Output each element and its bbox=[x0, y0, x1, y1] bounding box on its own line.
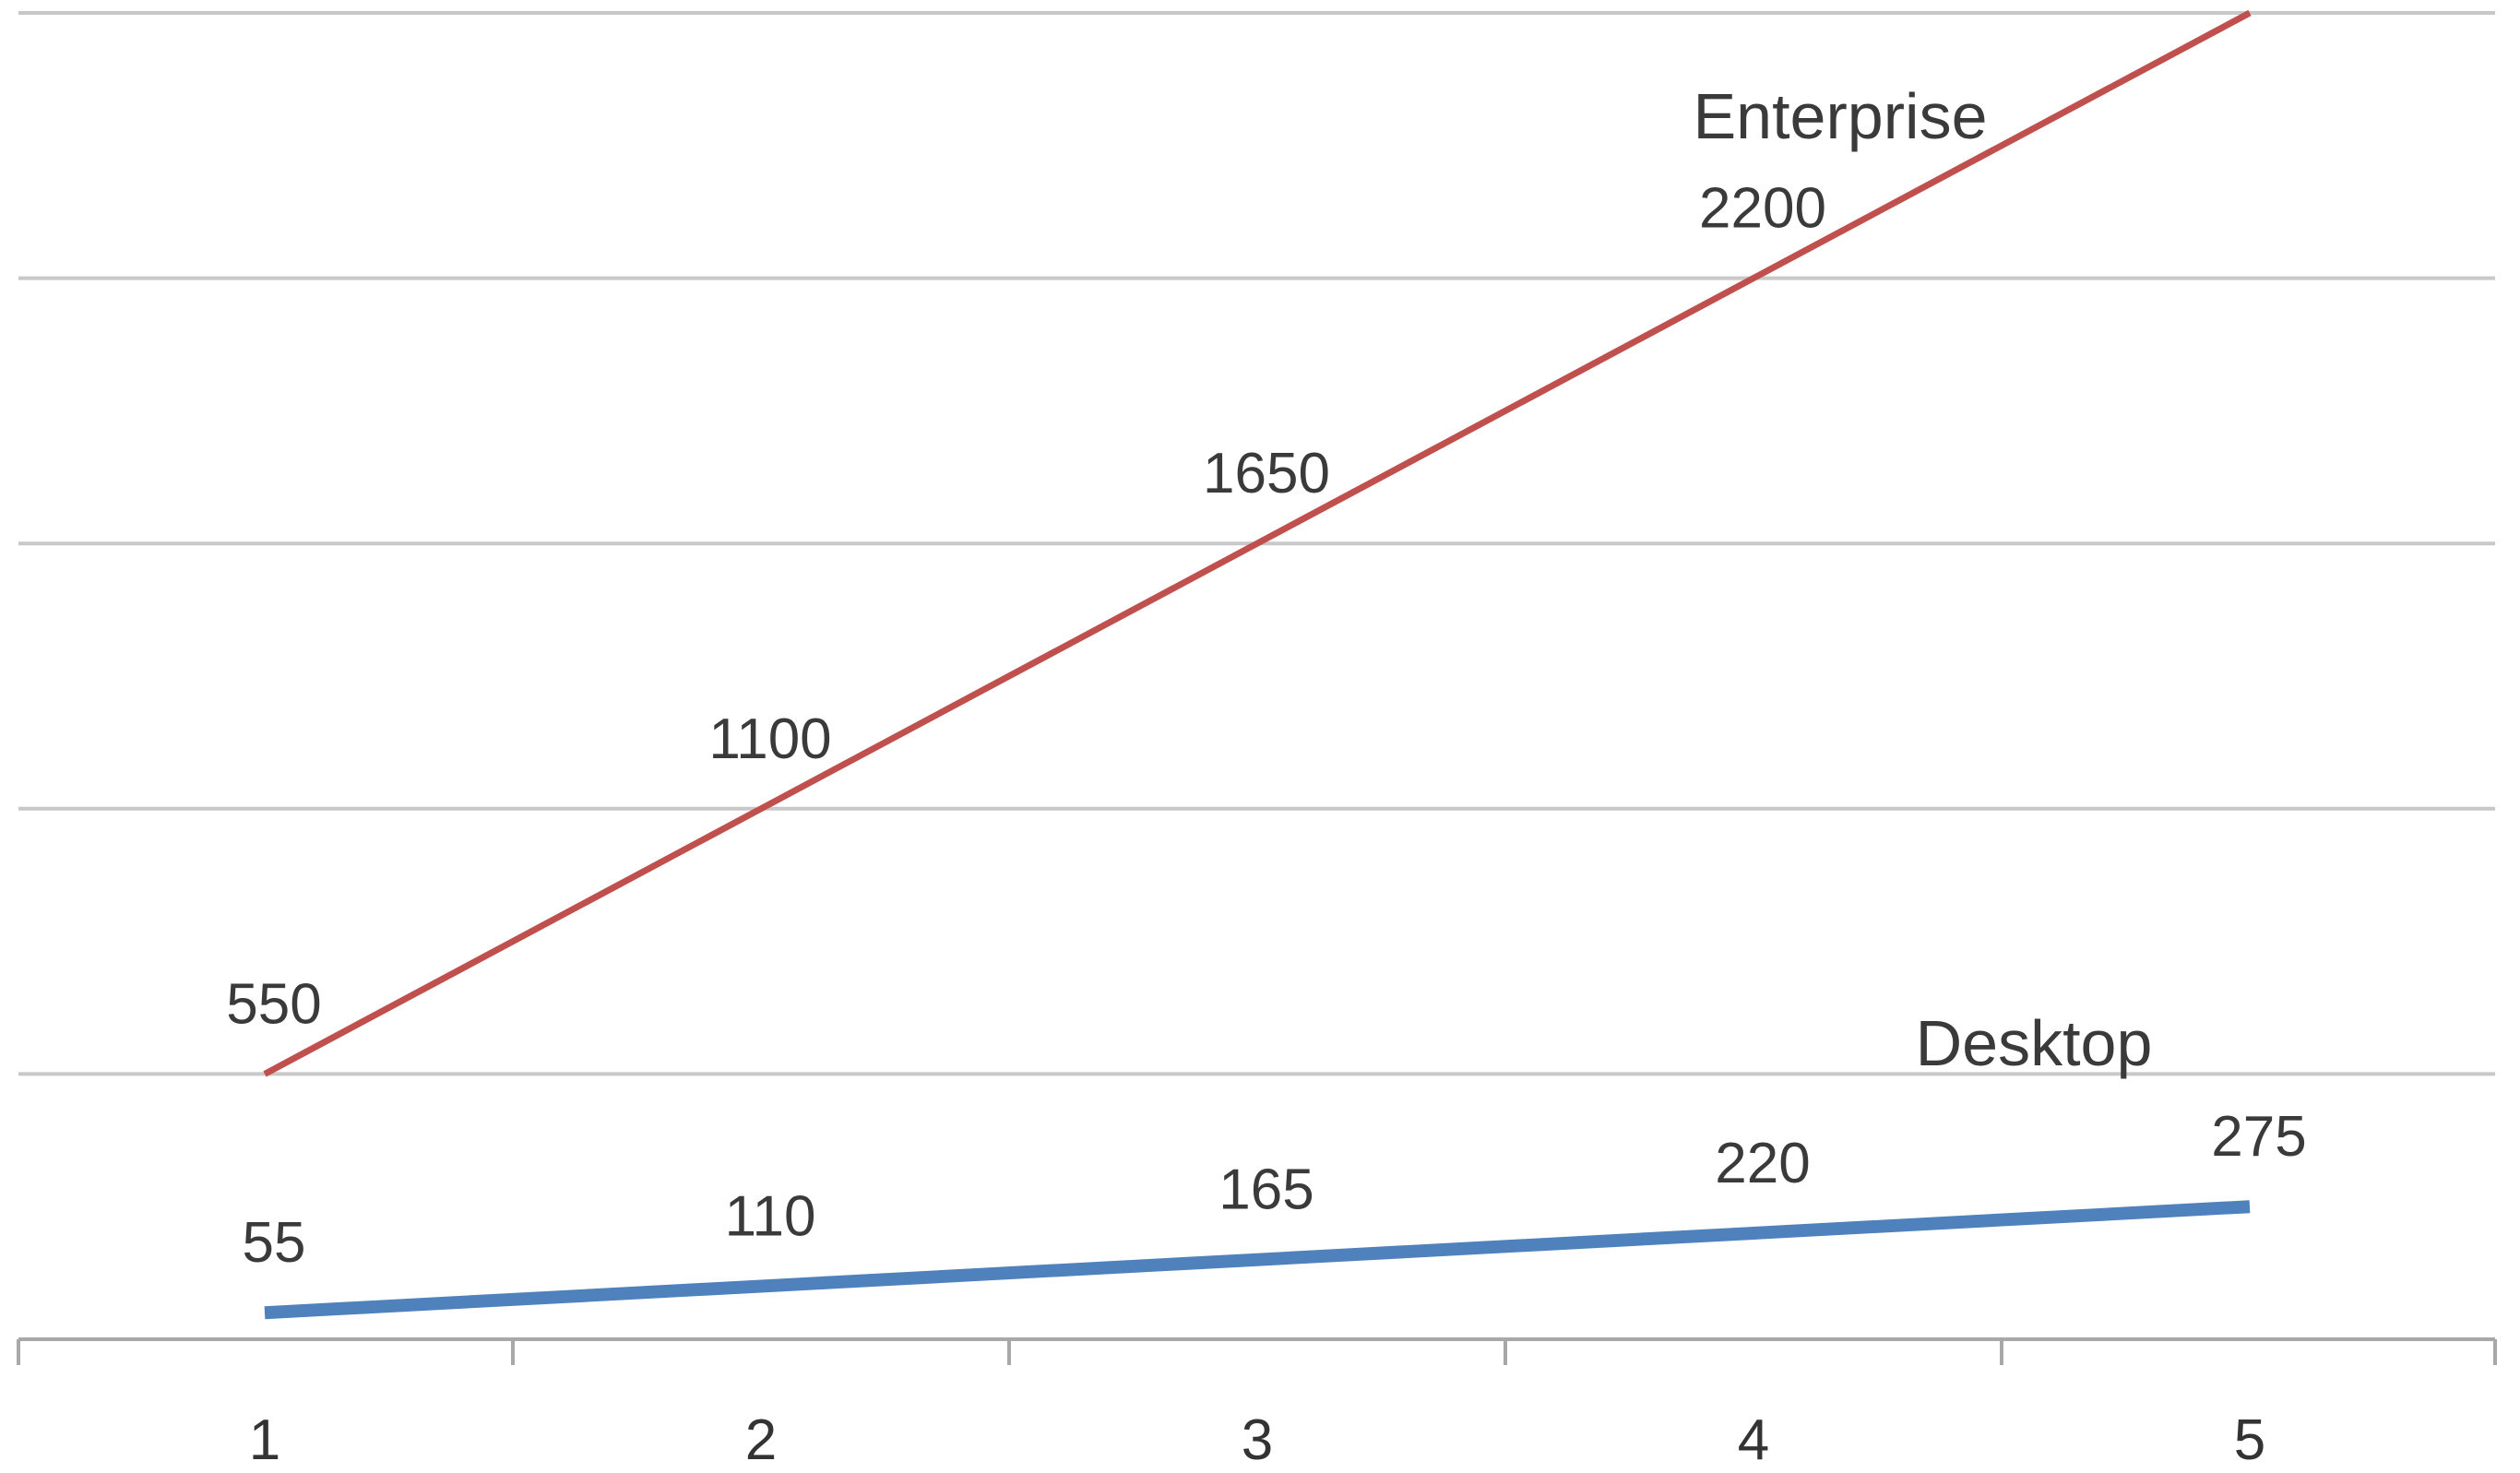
x-axis: 1 2 3 4 5 bbox=[17, 1337, 2497, 1472]
data-label-desktop: 220 bbox=[1715, 1132, 1810, 1195]
x-tick-label: 1 bbox=[249, 1408, 280, 1472]
data-label-enterprise: 1650 bbox=[1203, 442, 1330, 505]
data-label-enterprise: 1100 bbox=[708, 707, 831, 771]
data-label-desktop: 110 bbox=[725, 1184, 816, 1248]
series-line-enterprise bbox=[263, 9, 2252, 1077]
series-name-label-enterprise: Enterprise bbox=[1693, 80, 1987, 152]
labels-group: 550110016502200275055110165220275Enterpr… bbox=[226, 80, 2306, 1275]
series-name-label-desktop: Desktop bbox=[1916, 1007, 2153, 1079]
data-label-desktop: 275 bbox=[2211, 1105, 2306, 1169]
x-tick-label: 3 bbox=[1242, 1408, 1273, 1472]
data-label-enterprise: 550 bbox=[226, 972, 321, 1036]
data-label-desktop: 165 bbox=[1218, 1158, 1313, 1222]
x-tick-label: 5 bbox=[2234, 1408, 2265, 1472]
series-group bbox=[263, 9, 2252, 1320]
x-tick-label: 4 bbox=[1738, 1408, 1769, 1472]
series-line-desktop bbox=[264, 1200, 2251, 1320]
data-label-enterprise: 2200 bbox=[1699, 177, 1826, 241]
x-tick-label: 2 bbox=[745, 1408, 777, 1472]
data-label-desktop: 55 bbox=[243, 1211, 306, 1275]
